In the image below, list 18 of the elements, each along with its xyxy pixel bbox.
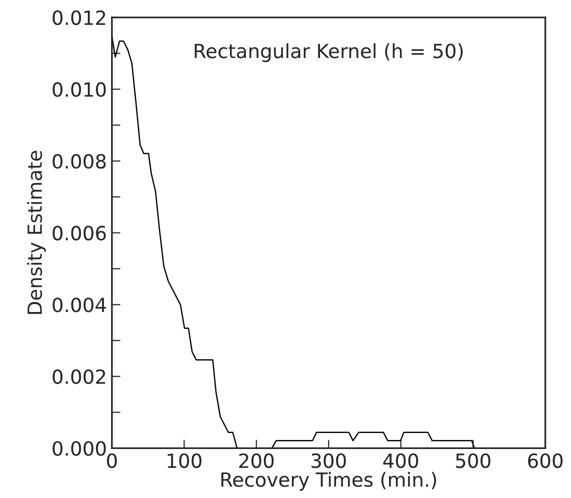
y-tick-label: 0.010 xyxy=(52,82,106,97)
x-tick-label: 400 xyxy=(383,453,418,468)
x-tick-label: 600 xyxy=(528,453,563,468)
line-series xyxy=(112,35,476,448)
y-tick-label: 0.012 xyxy=(52,10,106,26)
y-tick-label: 0.000 xyxy=(52,441,106,456)
y-tick-label: 0.006 xyxy=(52,226,106,240)
y-axis-title: Density Estimate xyxy=(27,150,46,314)
x-tick-label: 500 xyxy=(456,453,490,468)
x-tick-label: 100 xyxy=(168,453,202,468)
x-axis-title: Recovery Times (min.) xyxy=(221,472,436,491)
annotation: Rectangular Kernel (h = 50) xyxy=(194,43,463,62)
x-tick-label: 300 xyxy=(312,453,346,468)
x-tick-label: 200 xyxy=(239,453,274,468)
y-tick-label: 0.004 xyxy=(52,298,106,312)
y-tick-label: 0.008 xyxy=(52,154,106,169)
x-tick-label: 0 xyxy=(107,453,117,468)
y-tick-label: 0.002 xyxy=(52,369,106,384)
